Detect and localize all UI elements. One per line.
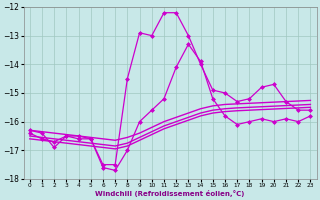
X-axis label: Windchill (Refroidissement éolien,°C): Windchill (Refroidissement éolien,°C) <box>95 190 245 197</box>
